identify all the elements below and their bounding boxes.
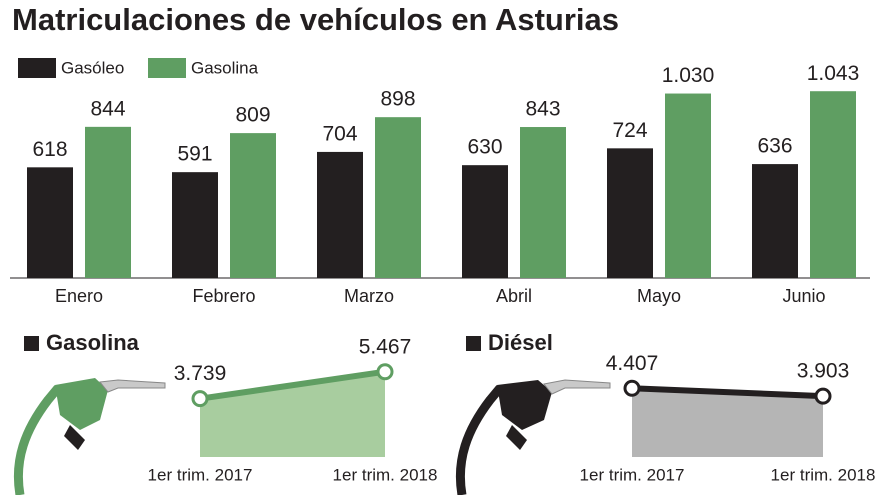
bar [375, 117, 421, 278]
bar [462, 165, 508, 278]
subchart-title: Gasolina [46, 330, 140, 355]
bar [607, 148, 653, 278]
line [199, 368, 386, 402]
bar [85, 126, 131, 278]
value-label: 5.467 [359, 335, 412, 358]
bar [665, 93, 711, 278]
value-label: 809 [235, 104, 270, 127]
x-tick-label: Abril [496, 286, 532, 306]
chart-title: Matriculaciones de vehículos en Asturias [12, 2, 619, 37]
bar [810, 91, 856, 278]
legend-label: Gasóleo [61, 58, 124, 77]
point [376, 363, 394, 381]
value-label: 636 [757, 135, 792, 158]
legend-swatch [18, 58, 56, 78]
value-label: 1.030 [662, 64, 715, 87]
value-label: 3.903 [797, 360, 850, 383]
bar [317, 151, 363, 278]
pump-icon-black [455, 379, 611, 495]
point [191, 390, 209, 408]
value-label: 591 [177, 143, 212, 166]
value-label: 844 [90, 97, 125, 120]
x-tick-label: 1er trim. 2018 [333, 465, 438, 484]
x-tick-label: Junio [782, 286, 825, 306]
value-label: 843 [525, 98, 560, 121]
legend-swatch [148, 58, 186, 78]
line [631, 385, 824, 400]
value-label: 630 [467, 136, 502, 159]
title-marker [466, 336, 481, 351]
legend-label: Gasolina [191, 58, 259, 77]
point [814, 387, 832, 405]
value-label: 4.407 [606, 352, 659, 375]
x-tick-label: 1er trim. 2018 [771, 465, 876, 484]
bar [230, 133, 276, 278]
point [623, 379, 641, 397]
bar [172, 172, 218, 278]
x-tick-label: Enero [55, 286, 103, 306]
x-tick-label: Febrero [192, 286, 255, 306]
value-label: 618 [32, 138, 67, 161]
value-label: 1.043 [807, 62, 860, 85]
value-label: 704 [322, 122, 357, 145]
bar [27, 167, 73, 278]
bar [520, 127, 566, 278]
x-tick-label: 1er trim. 2017 [148, 465, 253, 484]
value-label: 898 [380, 88, 415, 111]
x-tick-label: 1er trim. 2017 [580, 465, 685, 484]
title-marker [24, 336, 39, 351]
x-tick-label: Mayo [637, 286, 681, 306]
area [632, 388, 823, 457]
pump-icon-green [13, 378, 166, 495]
subchart-title: Diésel [488, 330, 553, 355]
value-label: 724 [612, 119, 647, 142]
bar [752, 164, 798, 278]
value-label: 3.739 [174, 362, 227, 385]
x-tick-label: Marzo [344, 286, 394, 306]
